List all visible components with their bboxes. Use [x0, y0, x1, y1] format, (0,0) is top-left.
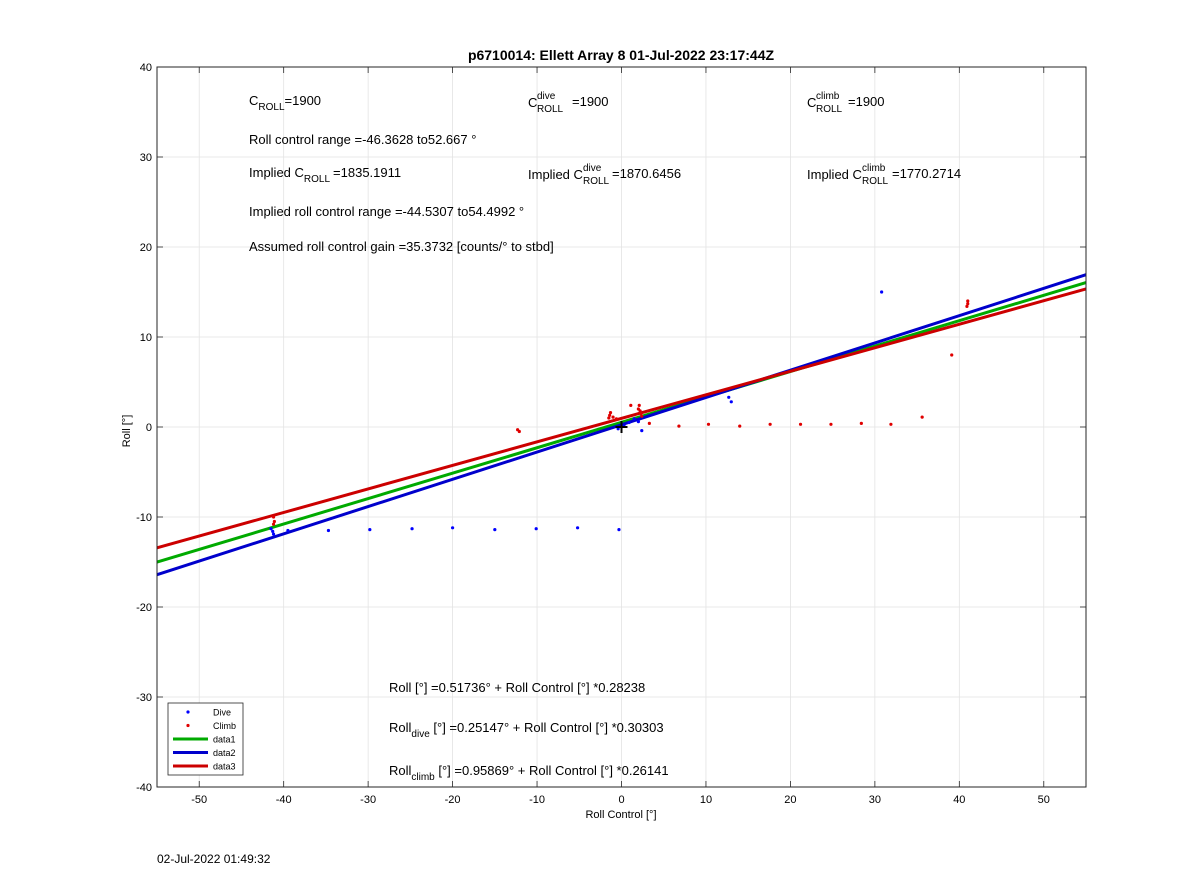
- dive-point: [627, 420, 631, 425]
- annotation-c-climb: Cclimb ROLL=1900: [807, 91, 885, 115]
- climb-point: [966, 299, 970, 303]
- print-timestamp: 02-Jul-2022 01:49:32: [157, 852, 271, 866]
- x-tick-label: -40: [276, 794, 292, 806]
- annotation-gain: Assumed roll control gain =35.3732 [coun…: [249, 239, 554, 254]
- x-tick-label: -50: [191, 794, 207, 806]
- dive-point: [636, 420, 640, 424]
- legend-label-data3: data3: [213, 762, 236, 772]
- climb-point: [271, 515, 276, 519]
- annotation-c-dive: Cdive ROLL=1900: [528, 91, 609, 115]
- climb-point: [768, 422, 772, 426]
- annotation-implied-range: Implied roll control range =-44.5307 to5…: [249, 204, 524, 219]
- legend-label-data1: data1: [213, 735, 236, 745]
- climb-point: [607, 416, 611, 420]
- climb-point: [640, 414, 644, 418]
- legend: Dive Climb data1 data2 data3: [167, 702, 244, 776]
- annotation-fit-dive: Rolldive [°] =0.25147° + Roll Control [°…: [389, 720, 664, 740]
- annotation-implied-c-roll: Implied CROLL =1835.1911: [249, 165, 401, 185]
- climb-point: [639, 411, 643, 416]
- dive-point: [575, 526, 580, 530]
- y-tick-label: 20: [140, 242, 152, 254]
- dive-point: [271, 529, 275, 534]
- y-tick-label: 30: [140, 152, 152, 164]
- annotation-implied-c-climb: Implied Cclimb ROLL=1770.2714: [807, 163, 961, 187]
- annotation-fit-climb: Rollclimb [°] =0.95869° + Roll Control […: [389, 763, 669, 783]
- annotations: CROLL=1900 Cdive ROLL=1900 Cclimb ROLL=190…: [249, 91, 961, 783]
- climb-point: [638, 409, 642, 413]
- dive-point: [493, 528, 497, 532]
- y-tick-label: -10: [136, 512, 152, 524]
- climb-point: [271, 522, 276, 526]
- dive-point: [727, 395, 731, 399]
- climb-point: [965, 304, 969, 308]
- dive-point: [368, 528, 372, 532]
- plot-series: [156, 273, 1087, 577]
- annotation-c-roll: CROLL=1900: [249, 93, 321, 113]
- dive-point: [269, 527, 273, 531]
- dive-point: [617, 528, 621, 532]
- x-tick-label: -30: [360, 794, 376, 806]
- legend-marker-climb: [186, 723, 190, 728]
- dive-point: [880, 290, 884, 294]
- axis-ticks: -50 -40 -30 -20 -10 0 10 20 30 40 50 -40 -30 -20 -10 0 1…: [136, 62, 1086, 806]
- y-tick-label: -20: [136, 602, 152, 614]
- dive-point: [640, 429, 644, 433]
- climb-point: [706, 422, 711, 426]
- climb-point: [798, 422, 803, 426]
- y-tick-label: -30: [136, 692, 152, 704]
- climb-point: [629, 403, 633, 407]
- climb-point: [829, 422, 833, 426]
- y-tick-label: -40: [136, 782, 152, 794]
- dive-point: [271, 532, 276, 536]
- x-tick-label: 30: [869, 794, 881, 806]
- y-tick-label: 40: [140, 62, 152, 74]
- climb-point: [611, 415, 615, 419]
- dive-point: [286, 528, 290, 533]
- climb-point: [272, 519, 276, 524]
- y-axis-label: Roll [°]: [121, 415, 133, 448]
- dive-point: [326, 528, 331, 533]
- annotation-fit-all: Roll [°] =0.51736° + Roll Control [°] *0…: [389, 680, 645, 695]
- y-tick-label: 10: [140, 332, 152, 344]
- climb-point: [608, 411, 613, 415]
- x-tick-label: -20: [445, 794, 461, 806]
- x-axis-label: Roll Control [°]: [585, 809, 656, 821]
- climb-point: [637, 403, 641, 407]
- dive-point: [534, 527, 538, 531]
- dive-point: [632, 417, 636, 421]
- x-tick-label: 10: [700, 794, 712, 806]
- legend-marker-dive: [186, 710, 190, 714]
- legend-label-climb: Climb: [213, 721, 236, 731]
- x-tick-label: 40: [953, 794, 965, 806]
- legend-label-dive: Dive: [213, 708, 231, 718]
- dive-point: [450, 526, 455, 530]
- climb-point: [889, 422, 893, 426]
- dive-point: [729, 400, 733, 404]
- origin-marker: [615, 421, 628, 433]
- annotation-roll-control-range: Roll control range =-46.3628 to52.667 °: [249, 132, 476, 147]
- climb-point: [920, 415, 924, 419]
- dive-point: [410, 527, 414, 531]
- climb-point: [608, 413, 612, 417]
- series-climb: [271, 299, 970, 526]
- legend-label-data2: data2: [213, 748, 236, 758]
- climb-point: [517, 429, 521, 434]
- climb-point: [614, 417, 619, 421]
- climb-point: [859, 421, 863, 425]
- chart-title: p6710014: Ellett Array 8 01-Jul-2022 23:…: [468, 47, 775, 63]
- climb-point: [738, 424, 742, 428]
- climb-point: [950, 353, 954, 357]
- x-tick-label: -10: [529, 794, 545, 806]
- annotation-implied-c-dive: Implied Cdive ROLL=1870.6456: [528, 163, 681, 187]
- x-tick-label: 0: [618, 794, 624, 806]
- climb-point: [647, 421, 651, 425]
- y-tick-label: 0: [146, 422, 152, 434]
- climb-point: [966, 302, 970, 306]
- fit-line-data3: [156, 287, 1087, 550]
- x-tick-label: 20: [784, 794, 796, 806]
- x-tick-label: 50: [1038, 794, 1050, 806]
- series-dive: [269, 290, 884, 536]
- climb-point: [677, 424, 681, 428]
